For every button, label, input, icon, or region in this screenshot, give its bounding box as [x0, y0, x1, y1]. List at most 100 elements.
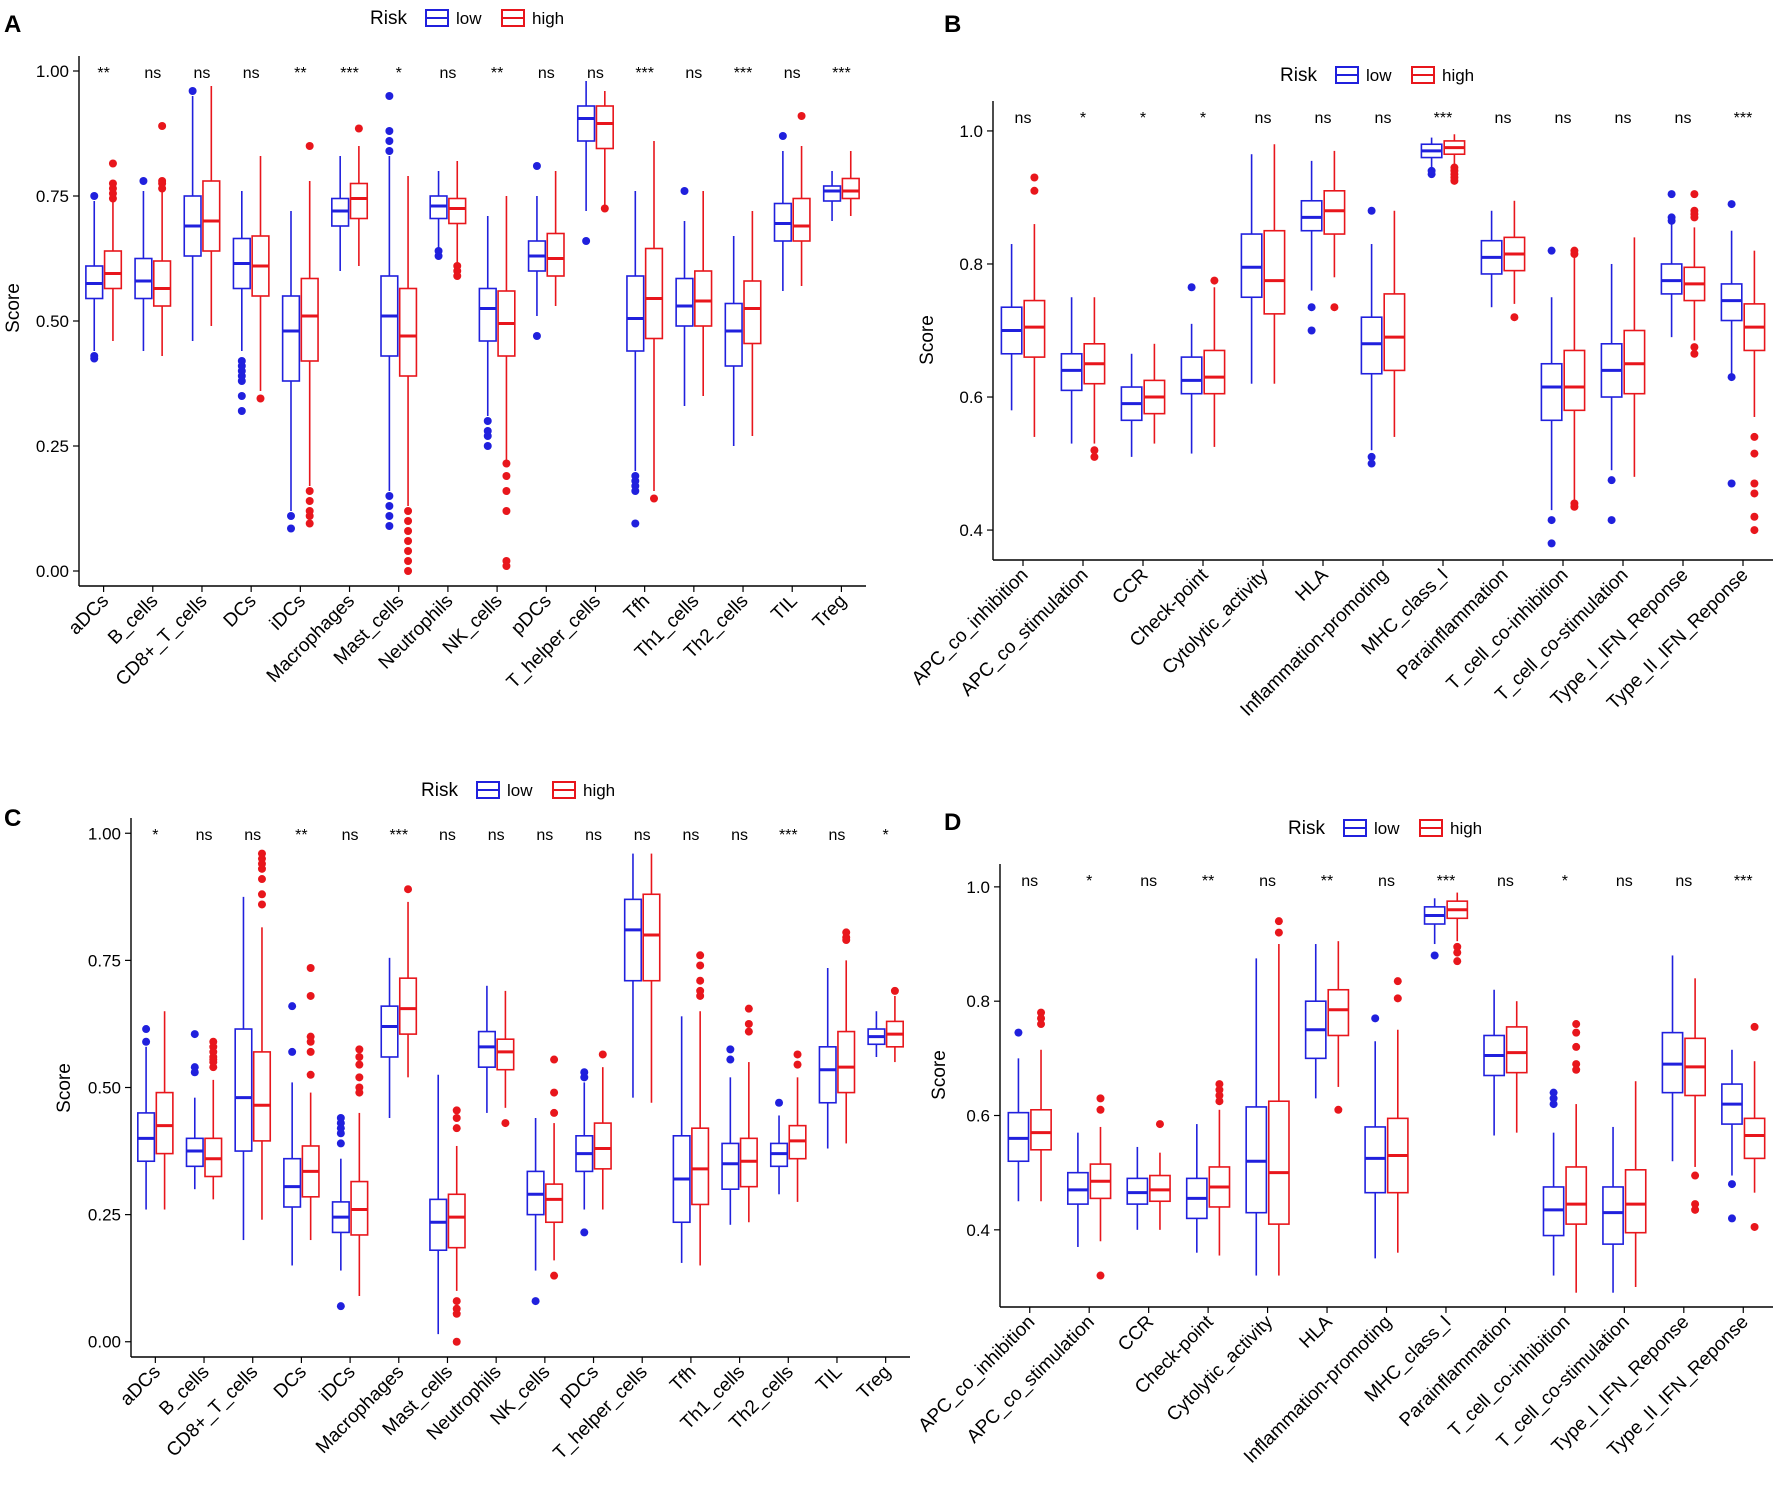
outlier-point [452, 1124, 461, 1133]
outlier-point [1667, 216, 1676, 225]
high-box-9 [546, 171, 565, 306]
low-box-3 [232, 191, 251, 415]
outlier-point [1547, 516, 1556, 525]
outlier-point [305, 519, 314, 528]
high-box-1 [1083, 297, 1106, 461]
y-axis-title: Score [929, 1050, 950, 1100]
high-box-9 [593, 1050, 612, 1210]
iqr-box [792, 197, 811, 242]
low-box-1 [1060, 297, 1083, 444]
significance-label: *** [832, 65, 851, 82]
y-axis-title: Score [3, 283, 24, 333]
outlier-point [502, 562, 511, 570]
outlier-point [1727, 200, 1736, 209]
x-tick-label: Parainflammation [1396, 1312, 1515, 1431]
outlier-point [288, 1047, 297, 1056]
significance-label: ** [295, 827, 307, 844]
high-box-5 [398, 885, 418, 1078]
significance-label: ns [1378, 873, 1395, 890]
legend: Risk low high [1280, 65, 1474, 86]
low-box-3 [283, 1002, 302, 1266]
iqr-box [1323, 190, 1346, 235]
outlier-point [190, 1068, 199, 1077]
outlier-point [650, 494, 659, 503]
outlier-point [1037, 1008, 1046, 1017]
outlier-point [1510, 313, 1519, 322]
outlier-point [355, 1088, 364, 1097]
outlier-point [1549, 1100, 1558, 1109]
iqr-box [623, 898, 643, 982]
high-box-7 [1443, 134, 1466, 185]
iqr-box [477, 1030, 496, 1068]
x-tick-label: TIL [812, 1362, 846, 1396]
x-tick-label: Tfh [620, 591, 654, 625]
high-box-10 [1623, 237, 1646, 477]
high-box-4 [1263, 144, 1286, 384]
outlier-point [580, 1073, 589, 1082]
significance-label: ns [587, 65, 604, 82]
significance-label: *** [340, 65, 359, 82]
y-axis-title: Score [917, 315, 938, 365]
outlier-point [1691, 1200, 1700, 1209]
outlier-point [385, 137, 394, 145]
outlier-point [336, 1139, 345, 1148]
low-box-14 [773, 132, 793, 291]
outlier-point [1096, 1105, 1105, 1114]
outlier-point [257, 864, 266, 873]
high-box-0 [1030, 1008, 1052, 1202]
high-box-12 [694, 191, 713, 396]
outlier-point [1215, 1091, 1224, 1100]
low-box-7 [1420, 137, 1443, 179]
high-box-0 [155, 1011, 174, 1210]
significance-label: *** [1437, 873, 1456, 890]
high-box-10 [642, 853, 661, 1103]
outlier-point [355, 1073, 364, 1082]
high-box-12 [739, 1004, 758, 1223]
low-box-9 [1542, 1088, 1565, 1276]
outlier-point [582, 237, 591, 245]
high-box-1 [152, 122, 172, 356]
iqr-box [1624, 1169, 1647, 1234]
panel-letter: C [4, 805, 21, 832]
low-box-2 [1120, 353, 1143, 457]
outlier-point [1690, 190, 1699, 199]
outlier-point [483, 432, 492, 440]
iqr-box [496, 1038, 515, 1071]
high-box-12 [1743, 1022, 1766, 1231]
outlier-point [452, 1106, 461, 1115]
outlier-point [1096, 1094, 1105, 1103]
significance-label: *** [779, 827, 798, 844]
significance-label: ns [1675, 110, 1692, 127]
outlier-point [532, 162, 541, 170]
significance-label: *** [1734, 110, 1753, 127]
outlier-point [1727, 1180, 1736, 1189]
outlier-point [502, 507, 511, 515]
outlier-point [1030, 186, 1039, 195]
outlier-point [286, 524, 295, 533]
y-tick-label: 0.50 [88, 1079, 121, 1098]
outlier-point [1453, 942, 1462, 951]
outlier-point [1430, 951, 1439, 960]
y-axis-title: Score [54, 1063, 75, 1113]
iqr-box [818, 1046, 837, 1104]
outlier-point [257, 900, 266, 909]
y-tick-label: 1.00 [88, 824, 121, 843]
outlier-point [1030, 173, 1039, 182]
high-box-3 [1208, 1080, 1231, 1256]
low-box-12 [675, 187, 694, 406]
outlier-point [1750, 1022, 1759, 1031]
legend: Risk low high [370, 8, 564, 29]
high-box-9 [1565, 1020, 1588, 1293]
low-box-8 [478, 216, 497, 450]
iqr-box [103, 250, 123, 290]
outlier-point [1215, 1085, 1224, 1094]
legend-high-label: high [532, 9, 564, 28]
significance-label: ns [439, 65, 456, 82]
outlier-point [434, 252, 443, 260]
low-box-12 [1720, 200, 1743, 488]
significance-label: *** [1734, 873, 1753, 890]
high-box-10 [595, 91, 614, 213]
outlier-point [354, 124, 363, 133]
high-box-15 [841, 151, 860, 216]
outlier-point [1393, 994, 1402, 1003]
